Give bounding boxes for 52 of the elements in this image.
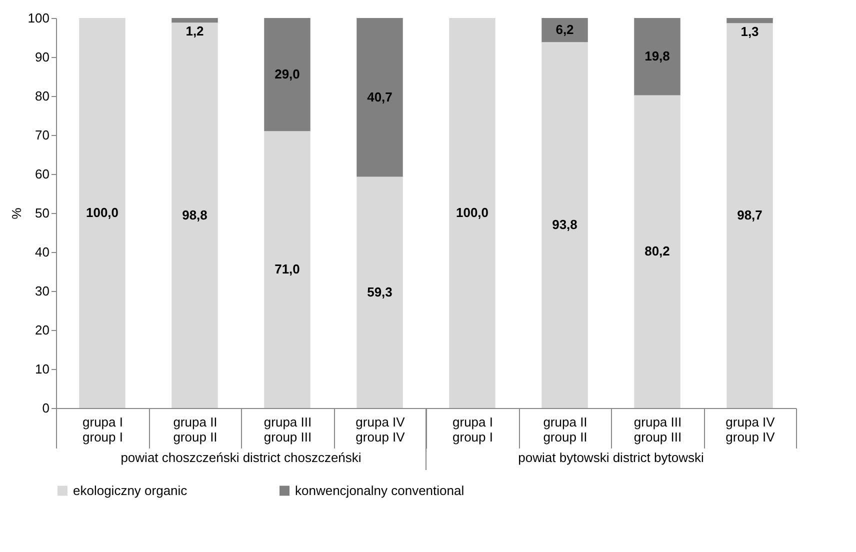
data-label: 6,2	[556, 22, 574, 38]
y-tick-label: 60	[35, 166, 50, 182]
bar	[726, 23, 773, 408]
y-tick-label: 10	[35, 362, 50, 376]
data-label: 100,0	[456, 205, 489, 220]
data-label: 19,8	[644, 48, 670, 64]
bar	[172, 18, 218, 23]
data-label: 29,0	[274, 66, 300, 82]
data-label: 93,8	[552, 217, 578, 232]
data-label: 98,8	[182, 207, 208, 222]
data-label: 1,2	[186, 24, 204, 39]
legend-label: ekologiczny organic	[73, 482, 188, 498]
data-label: 100,0	[86, 205, 119, 220]
legend-label: konwencjonalny conventional	[295, 482, 464, 498]
x-tick-label: grupa I group I	[82, 414, 123, 444]
x-tick-label: grupa IV group IV	[356, 414, 406, 444]
y-tick-label: 80	[35, 88, 50, 104]
y-tick-label: 20	[35, 322, 50, 338]
bar	[726, 18, 773, 24]
data-label: 71,0	[274, 262, 300, 277]
data-label: 98,7	[737, 208, 762, 223]
data-label: 40,7	[367, 89, 392, 104]
text: powiat choszczeński district choszczeński	[120, 450, 362, 465]
bar	[634, 18, 680, 96]
x-tick-label: grupa I group I	[452, 414, 493, 444]
x-tick-label: grupa II group II	[543, 414, 588, 444]
y-tick-label: 40	[35, 244, 50, 260]
bar	[356, 18, 403, 177]
y-tick-label: 0	[42, 400, 50, 416]
bar	[79, 18, 126, 408]
bar	[356, 176, 403, 408]
bar	[542, 42, 588, 408]
text: powiat bytowski district bytowski	[518, 450, 704, 465]
y-tick-label: 70	[35, 128, 50, 142]
data-label: 80,2	[644, 244, 670, 259]
data-label: 59,3	[367, 284, 392, 300]
bar	[264, 18, 310, 132]
bar	[634, 95, 680, 408]
y-tick-label: 100	[28, 10, 50, 26]
bar	[264, 131, 310, 408]
y-axis-title: %	[8, 207, 24, 220]
x-tick-label: grupa II group II	[173, 414, 218, 444]
y-tick-label: 30	[35, 284, 50, 298]
bar	[542, 18, 588, 42]
y-tick-label: 50	[35, 206, 50, 220]
x-tick-label: grupa IV group IV	[726, 414, 776, 444]
bar	[172, 22, 218, 408]
bar	[449, 18, 496, 408]
x-tick-label: grupa III group III	[264, 414, 312, 444]
x-tick-label: grupa III group III	[634, 414, 682, 444]
data-label: 1,3	[740, 24, 759, 40]
y-tick-label: 90	[35, 50, 50, 64]
